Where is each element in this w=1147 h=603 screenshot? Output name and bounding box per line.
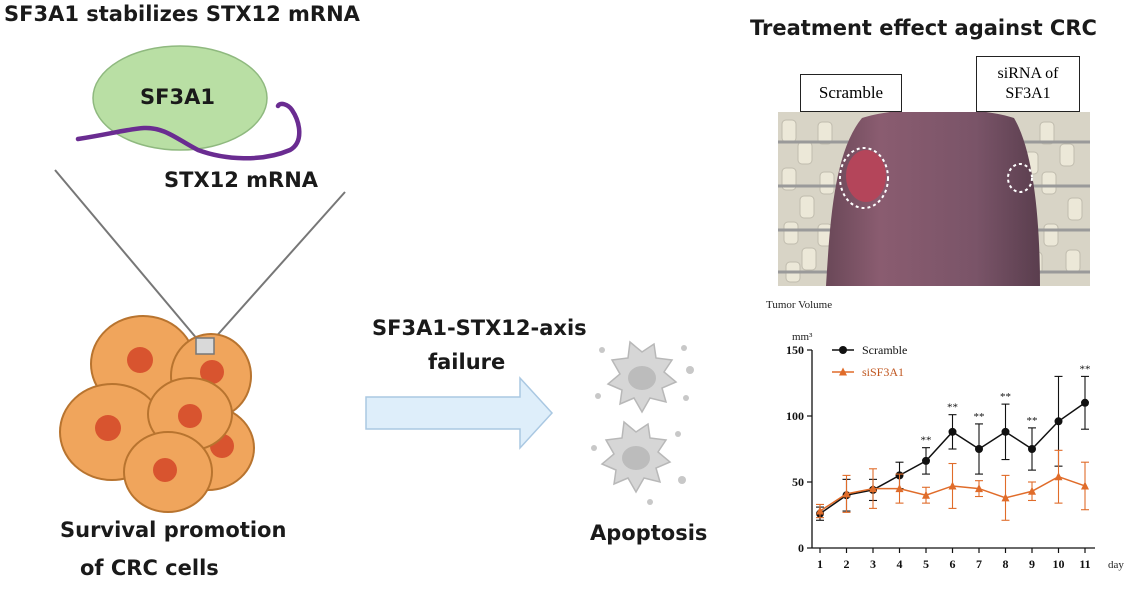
- zoom-patch: [195, 337, 215, 355]
- x-tick-label: 6: [950, 557, 956, 571]
- zoom-line-left: [54, 169, 199, 341]
- data-point-circle: [1054, 417, 1063, 426]
- significance-marker: **: [974, 411, 985, 423]
- x-tick-label: 9: [1029, 557, 1035, 571]
- x-tick-label: 3: [870, 557, 876, 571]
- data-point-circle: [1081, 398, 1089, 407]
- apoptosis-label: Apoptosis: [590, 521, 708, 545]
- significance-marker: **: [1027, 415, 1038, 427]
- x-axis-label: day: [1108, 559, 1124, 571]
- photo-label-sirna: siRNA of SF3A1: [976, 56, 1080, 112]
- photo-label-sirna-line2: SF3A1: [1005, 85, 1051, 102]
- legend-marker-circle: [839, 346, 847, 354]
- data-point-circle: [1028, 445, 1036, 453]
- sf3a1-protein-shape: [92, 45, 268, 151]
- cell-caption-line1: Survival promotion: [60, 518, 287, 542]
- photo-label-sirna-line1: siRNA of: [997, 65, 1059, 82]
- photo-label-scramble: Scramble: [800, 74, 902, 112]
- significance-marker: **: [1000, 391, 1011, 403]
- y-tick-label: 50: [792, 475, 804, 489]
- legend-marker-triangle: [839, 367, 847, 376]
- x-tick-label: 4: [897, 557, 903, 571]
- apoptotic-cell-upper: [595, 340, 694, 414]
- right-panel-title: Treatment effect against CRC: [750, 16, 1097, 40]
- protein-label: SF3A1: [140, 85, 215, 109]
- zoom-line-right: [212, 191, 346, 341]
- data-point-circle: [922, 456, 930, 465]
- x-tick-label: 8: [1003, 557, 1009, 571]
- arrow-label-line2: failure: [428, 350, 506, 374]
- x-tick-label: 11: [1079, 557, 1090, 571]
- apoptotic-cell-lower: [591, 420, 686, 505]
- significance-marker: **: [947, 402, 958, 414]
- data-point-circle: [1001, 427, 1010, 436]
- y-tick-label: 0: [798, 541, 804, 555]
- data-point-circle: [975, 445, 983, 453]
- y-axis-label: mm³: [792, 331, 813, 343]
- significance-marker: **: [1080, 363, 1091, 375]
- x-tick-label: 2: [844, 557, 850, 571]
- chart-title: Tumor Volume: [766, 299, 832, 311]
- x-tick-label: 10: [1053, 557, 1065, 571]
- data-point-triangle: [842, 489, 851, 498]
- x-tick-label: 5: [923, 557, 929, 571]
- data-point-triangle: [1054, 472, 1063, 481]
- x-tick-label: 1: [817, 557, 823, 571]
- left-panel-illustration: [54, 45, 554, 513]
- x-tick-label: 7: [976, 557, 982, 571]
- apoptotic-cells: [591, 340, 694, 505]
- data-point-triangle: [816, 506, 824, 515]
- data-point-triangle: [975, 484, 983, 493]
- data-point-triangle: [1001, 493, 1010, 502]
- legend-label-1: siSF3A1: [862, 365, 904, 379]
- arrow-label-line1: SF3A1-STX12-axis: [372, 316, 587, 340]
- stx12-mrna-strand: [75, 101, 302, 161]
- data-point-triangle: [1028, 486, 1036, 495]
- data-point-triangle: [869, 484, 877, 493]
- data-point-triangle: [922, 490, 930, 499]
- data-point-triangle: [895, 484, 904, 493]
- tumor-volume-chart: Tumor Volume mm³ day 0 50 100 150 1 2 3 4 5 6 7 8 9 10 11…: [766, 299, 1124, 571]
- mouse-tumor-photo: [778, 112, 1090, 286]
- data-point-circle: [948, 427, 957, 436]
- y-tick-label: 150: [786, 343, 804, 357]
- mrna-label: STX12 mRNA: [164, 168, 319, 192]
- data-point-triangle: [1081, 481, 1089, 490]
- left-panel-title: SF3A1 stabilizes STX12 mRNA: [4, 2, 360, 26]
- cell-caption-line2: of CRC cells: [80, 556, 219, 580]
- failure-arrow: [365, 376, 554, 450]
- photo-label-scramble-text: Scramble: [818, 83, 884, 102]
- significance-marker: **: [921, 435, 932, 447]
- legend-label-0: Scramble: [862, 343, 907, 357]
- data-point-triangle: [948, 481, 957, 490]
- crc-cell-cluster: [59, 315, 255, 513]
- y-tick-label: 100: [786, 409, 804, 423]
